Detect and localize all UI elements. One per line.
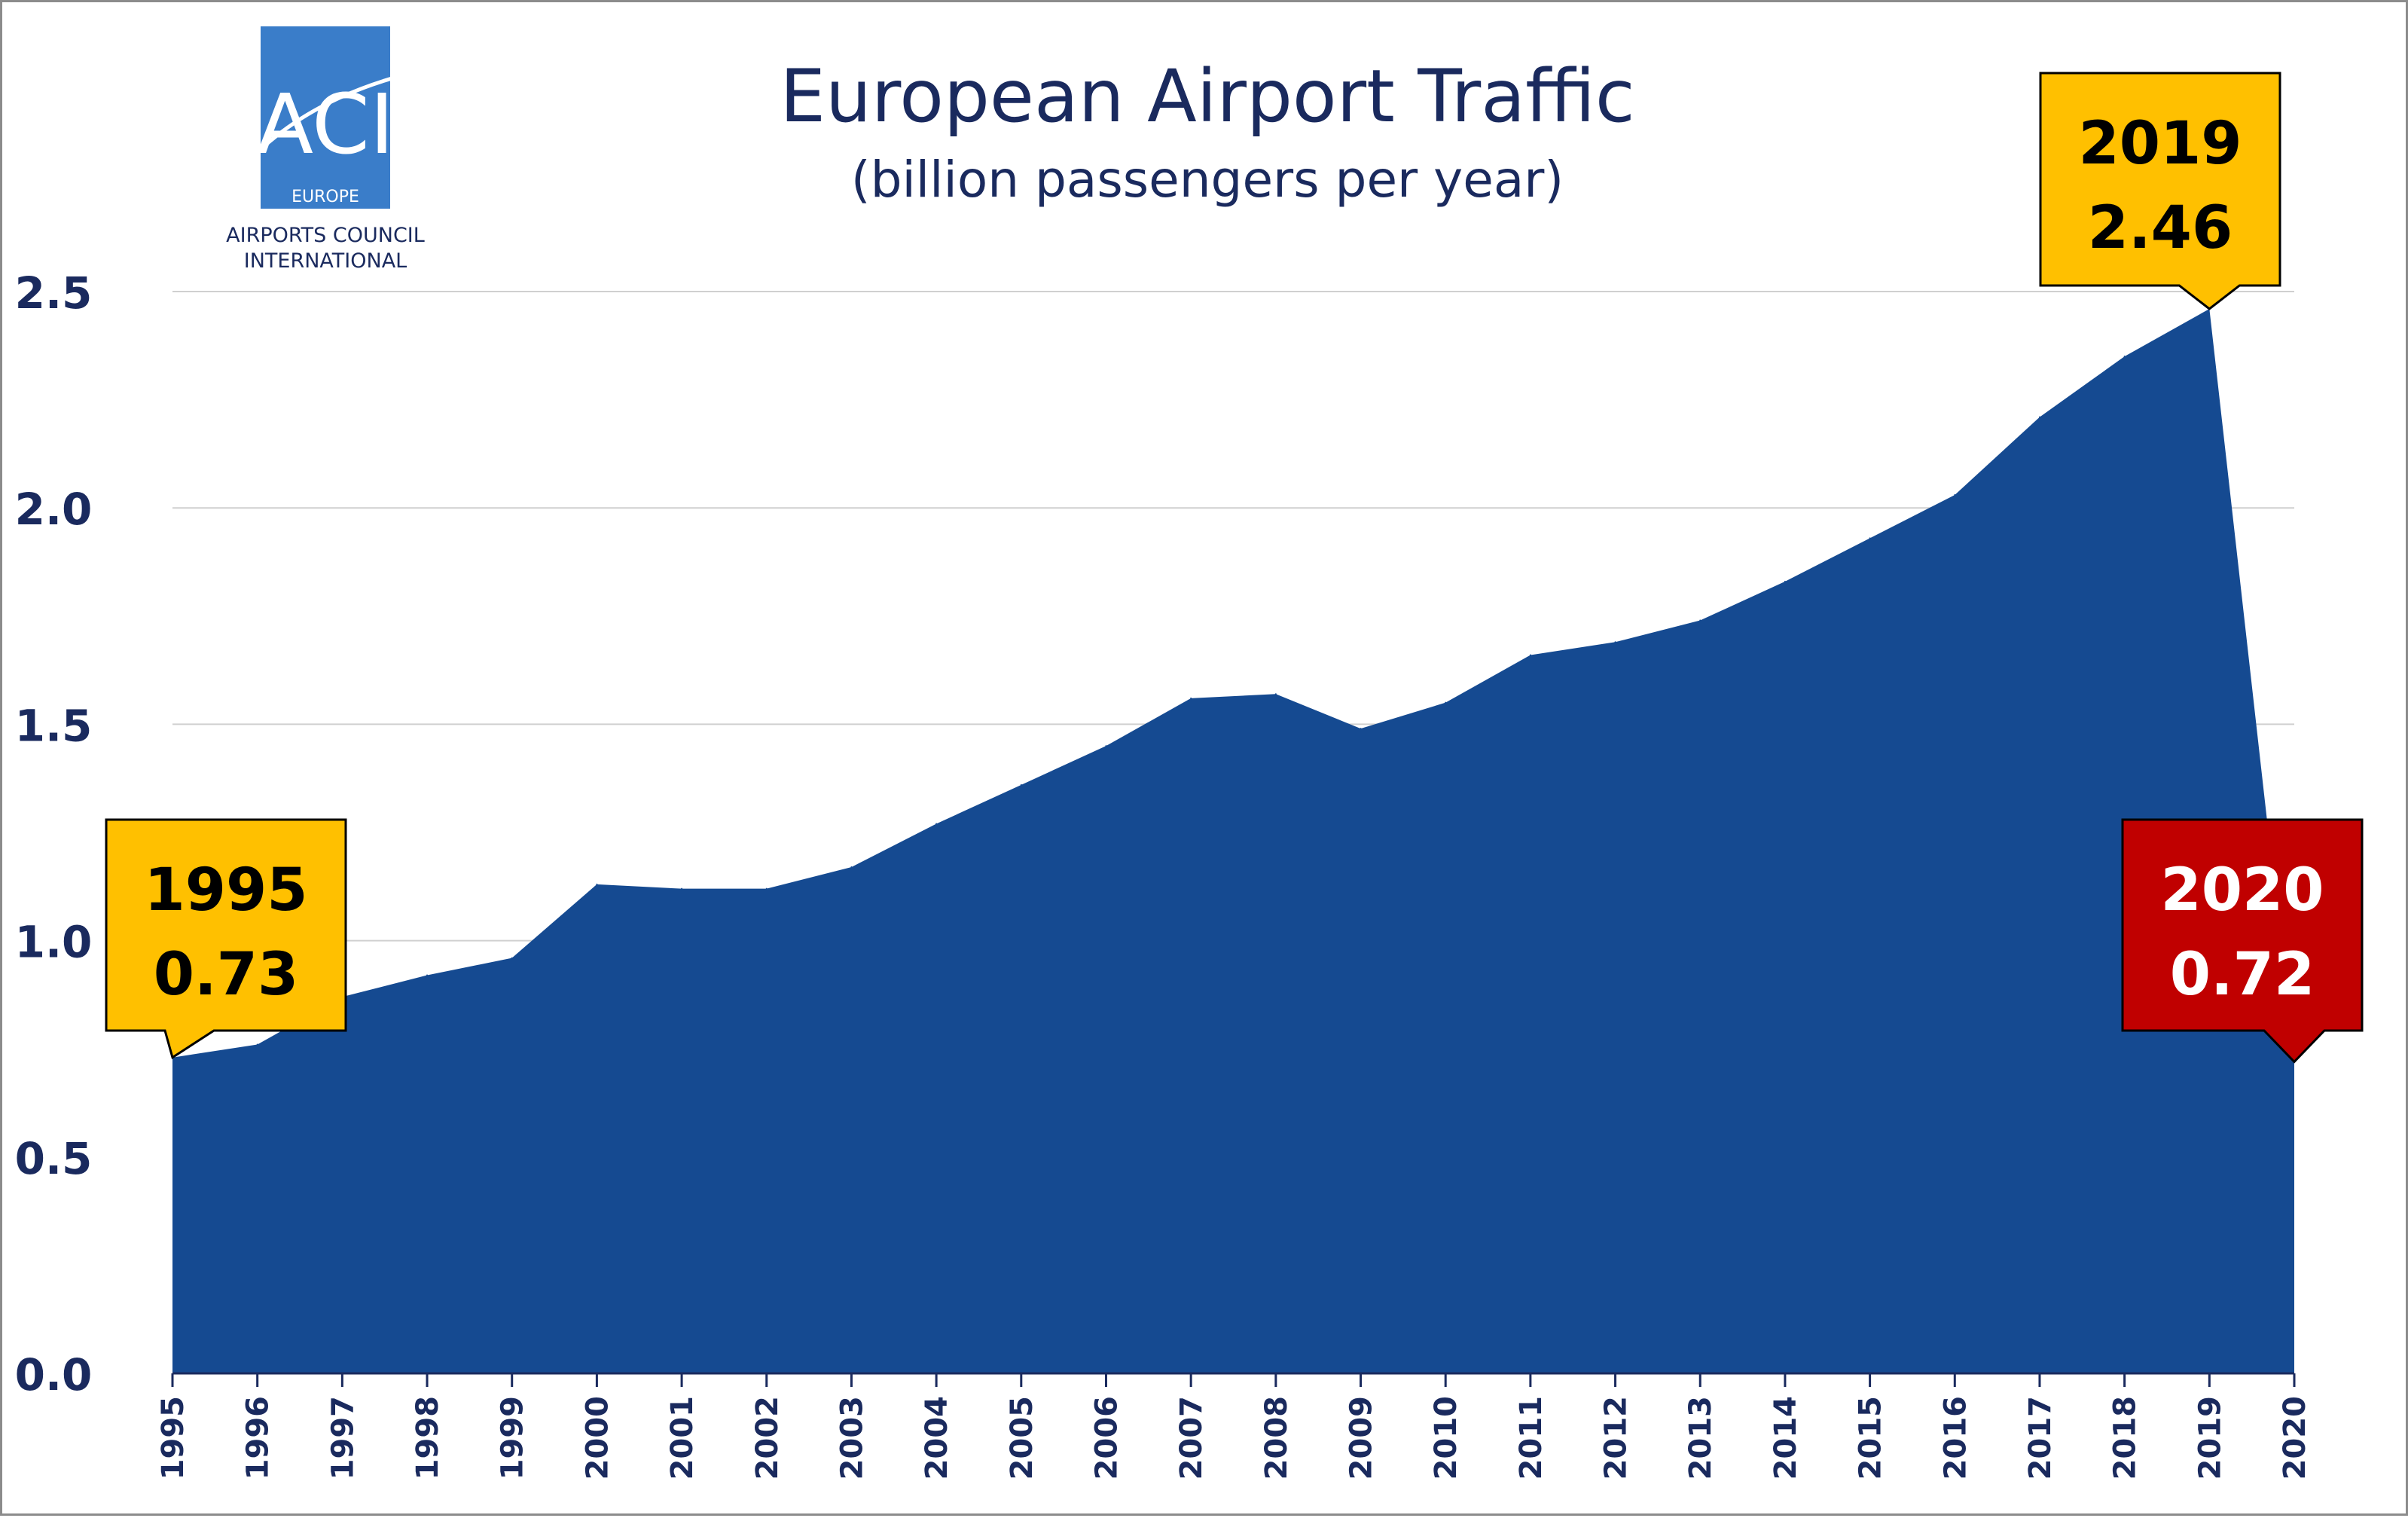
data-point <box>1190 697 1192 699</box>
callout-year: 2020 <box>2160 857 2324 924</box>
x-tick-label: 2002 <box>750 1396 785 1480</box>
callout-box <box>2121 818 2364 1064</box>
data-point <box>1699 619 1701 622</box>
data-point <box>426 974 429 976</box>
y-tick-label: 1.5 <box>15 700 93 751</box>
callout-2019: 2019 2.46 <box>2039 72 2281 310</box>
data-point <box>1445 701 1447 704</box>
x-tick-label: 1999 <box>496 1396 530 1480</box>
logo-region: EUROPE <box>291 188 359 206</box>
logo-line-1: AIRPORTS COUNCIL <box>226 224 425 247</box>
data-point <box>2038 416 2040 418</box>
area-series <box>172 307 2295 1373</box>
x-tick-label: 2016 <box>1938 1396 1973 1480</box>
x-tick-label: 2012 <box>1599 1396 1634 1480</box>
data-point <box>935 823 938 825</box>
logo-swoosh-icon <box>222 68 425 192</box>
x-tick-label: 2020 <box>2278 1396 2312 1480</box>
data-point <box>1614 641 1616 643</box>
callout-box <box>105 818 347 1060</box>
x-tick-label: 2015 <box>1854 1396 1888 1480</box>
x-tick-label: 2008 <box>1259 1396 1294 1480</box>
x-tick-label: 1996 <box>241 1396 276 1480</box>
data-point <box>1105 745 1107 747</box>
x-tick-label: 2019 <box>2193 1396 2227 1480</box>
x-axis-ticks: 1995 1996 1997 1998 1999 2000 2001 2002 2003 2004… <box>156 1372 2312 1480</box>
data-point <box>1360 728 1362 730</box>
x-tick-label: 2010 <box>1429 1396 1463 1480</box>
data-point <box>2123 356 2126 358</box>
x-tick-label: 1995 <box>156 1396 191 1480</box>
callout-1995: 1995 0.73 <box>105 818 347 1060</box>
callout-value: 0.72 <box>2170 941 2315 1009</box>
data-point <box>850 866 853 868</box>
data-point <box>681 887 683 890</box>
x-tick-label: 2003 <box>835 1396 869 1480</box>
callout-value: 2.46 <box>2088 194 2233 262</box>
x-tick-label: 2014 <box>1769 1396 1803 1480</box>
x-tick-label: 2006 <box>1089 1396 1124 1480</box>
callouts: 1995 0.73 2019 2.46 2020 0.72 <box>105 72 2364 1064</box>
x-tick-label: 2011 <box>1514 1396 1549 1480</box>
data-point <box>1869 537 1871 539</box>
x-tick-label: 2005 <box>1005 1396 1039 1480</box>
x-tick-label: 2009 <box>1344 1396 1379 1480</box>
x-tick-label: 2018 <box>2108 1396 2143 1480</box>
x-tick-label: 2017 <box>2023 1396 2058 1480</box>
callout-2020: 2020 0.72 <box>2121 818 2364 1064</box>
callout-box <box>2039 72 2281 310</box>
aci-europe-logo: ACI EUROPE AIRPORTS COUNCIL INTERNATIONA… <box>222 26 425 273</box>
data-point <box>765 887 768 890</box>
x-tick-label: 2000 <box>580 1396 615 1480</box>
logo-mark: ACI <box>257 76 395 173</box>
data-point <box>1274 693 1277 695</box>
chart-subtitle: (billion passengers per year) <box>851 151 1564 209</box>
callout-year: 1995 <box>144 857 307 924</box>
logo-square <box>261 26 390 209</box>
y-tick-label: 0.5 <box>15 1133 93 1184</box>
y-tick-label: 1.0 <box>15 917 93 968</box>
area-fill <box>172 308 2294 1373</box>
chart-title: European Airport Traffic <box>780 54 1634 139</box>
x-tick-label: 2001 <box>665 1396 700 1480</box>
data-point <box>1529 654 1531 656</box>
x-tick-label: 1997 <box>325 1396 360 1480</box>
x-tick-label: 2013 <box>1683 1396 1718 1480</box>
y-tick-label: 0.0 <box>15 1349 93 1400</box>
data-point <box>1784 580 1786 582</box>
y-axis-ticks: 0.0 0.5 1.0 1.5 2.0 2.5 <box>15 267 93 1400</box>
data-point <box>511 957 513 959</box>
y-tick-label: 2.5 <box>15 267 93 319</box>
x-tick-label: 2004 <box>920 1396 954 1480</box>
y-tick-label: 2.0 <box>15 484 93 535</box>
data-point <box>256 1043 258 1046</box>
data-point <box>1954 493 1956 496</box>
data-point <box>596 883 598 885</box>
callout-value: 0.73 <box>154 941 298 1009</box>
x-tick-label: 1998 <box>410 1396 445 1480</box>
logo-line-2: INTERNATIONAL <box>244 249 407 273</box>
x-tick-label: 2007 <box>1174 1396 1209 1480</box>
callout-year: 2019 <box>2078 110 2242 178</box>
data-point <box>1020 783 1022 786</box>
